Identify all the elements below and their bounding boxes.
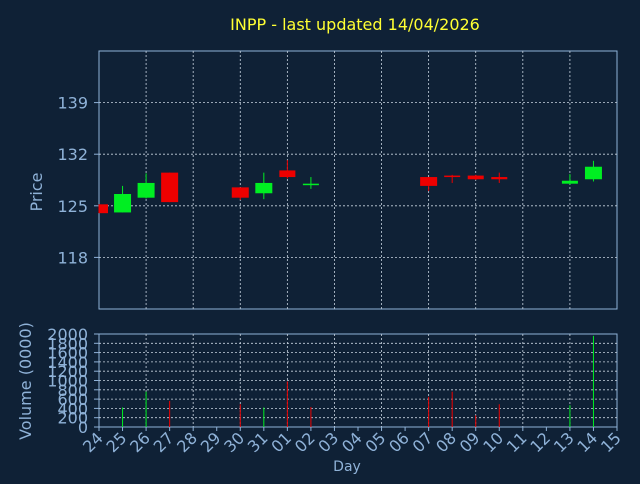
volume-tick-label: 0 bbox=[78, 418, 88, 437]
volume-tick-label: 600 bbox=[57, 390, 88, 409]
volume-tick-label: 200 bbox=[57, 409, 88, 428]
candle-body bbox=[444, 175, 461, 178]
volume-tick-label: 1000 bbox=[47, 372, 88, 391]
volume-tick-label: 800 bbox=[57, 381, 88, 400]
price-plot-frame bbox=[98, 50, 618, 310]
price-tick-label: 139 bbox=[57, 94, 88, 113]
candle-body bbox=[99, 204, 108, 214]
candle-body bbox=[279, 170, 296, 178]
volume-axis-label: Volume (0000) bbox=[16, 322, 35, 440]
candle-body bbox=[114, 194, 132, 213]
candle-body bbox=[584, 166, 602, 180]
price-axis-label: Price bbox=[27, 172, 46, 211]
candle-body bbox=[161, 172, 179, 203]
candle-body bbox=[231, 187, 249, 198]
price-tick-label: 132 bbox=[57, 145, 88, 164]
volume-tick-label: 1600 bbox=[47, 344, 88, 363]
x-tick-label: 15 bbox=[597, 428, 625, 456]
volume-tick-label: 2000 bbox=[47, 325, 88, 344]
candle-body bbox=[467, 175, 484, 180]
candle-body bbox=[491, 177, 508, 180]
price-tick-label: 125 bbox=[57, 197, 88, 216]
volume-tick-label: 1200 bbox=[47, 362, 88, 381]
price-panel: 118 125 132 139 bbox=[57, 50, 618, 310]
candle-body bbox=[420, 177, 438, 186]
chart-title: INPP - last updated 14/04/2026 bbox=[230, 15, 480, 34]
candle-body bbox=[137, 182, 155, 198]
candle-body bbox=[255, 182, 273, 194]
price-tick-label: 118 bbox=[57, 248, 88, 267]
candle-body bbox=[561, 180, 578, 184]
x-axis-label: Day bbox=[333, 459, 361, 475]
volume-tick-label: 1800 bbox=[47, 334, 88, 353]
volume-tick-label: 400 bbox=[57, 399, 88, 418]
volume-tick-label: 1400 bbox=[47, 353, 88, 372]
x-tick-labels: 2425262728293031010203040506070809101112… bbox=[79, 427, 625, 456]
candle-body bbox=[302, 183, 319, 186]
